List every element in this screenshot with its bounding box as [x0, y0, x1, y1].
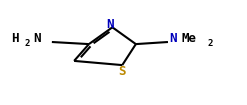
Text: 2: 2	[207, 39, 213, 48]
Text: N: N	[169, 32, 177, 45]
Text: N: N	[33, 32, 41, 45]
Text: H: H	[11, 32, 19, 45]
Text: Me: Me	[182, 32, 197, 45]
Text: N: N	[107, 18, 114, 31]
Text: 2: 2	[24, 39, 30, 48]
Text: S: S	[118, 65, 125, 78]
